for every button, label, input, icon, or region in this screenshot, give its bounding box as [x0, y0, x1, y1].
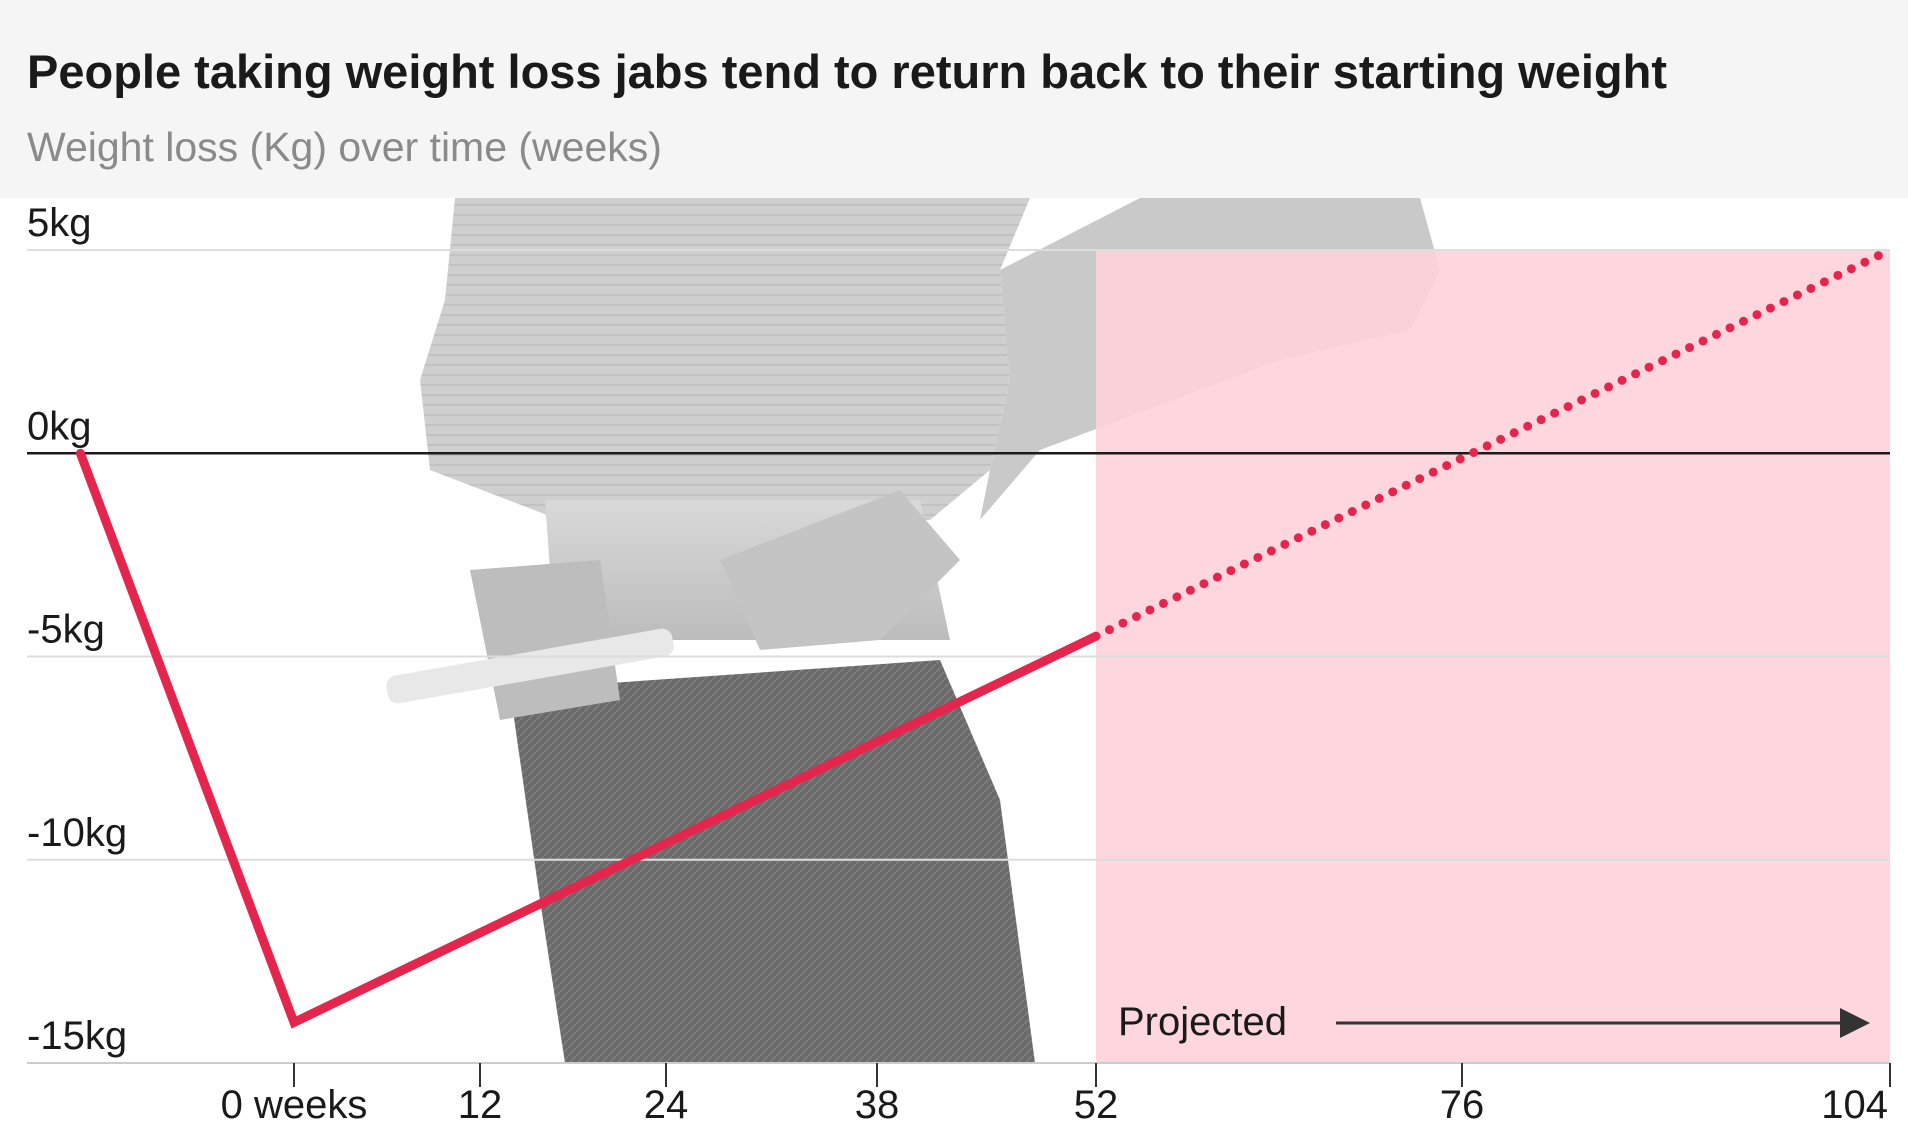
x-tick-label: 52: [1074, 1083, 1119, 1127]
y-tick-label: 0kg: [27, 404, 92, 448]
chart-title: People taking weight loss jabs tend to r…: [27, 45, 1667, 98]
chart-header: People taking weight loss jabs tend to r…: [0, 0, 1908, 198]
y-tick-label: -10kg: [27, 811, 127, 855]
x-tick-label: 0 weeks: [221, 1083, 368, 1127]
y-tick-label: -15kg: [27, 1014, 127, 1058]
chart-subtitle: Weight loss (Kg) over time (weeks): [27, 124, 662, 170]
x-axis: 0 weeks 12 24 38 52 76 104: [27, 1062, 1891, 1127]
x-tick-label: 12: [458, 1083, 503, 1127]
projected-line: [1091, 245, 1895, 641]
y-axis-tick-labels: 5kg 0kg -5kg -10kg -15kg: [27, 201, 127, 1058]
projected-label: Projected: [1118, 1000, 1287, 1044]
x-tick-label: 38: [855, 1083, 900, 1127]
x-tick-label: 24: [644, 1083, 689, 1127]
x-tick-label: 104: [1821, 1083, 1888, 1127]
x-tick-label: 76: [1440, 1083, 1485, 1127]
y-tick-label: -5kg: [27, 608, 105, 652]
background-photo: [386, 198, 1440, 1063]
weight-series: [75, 245, 1895, 1029]
projected-annotation: Projected: [1118, 1000, 1870, 1044]
y-tick-label: 5kg: [27, 201, 92, 245]
